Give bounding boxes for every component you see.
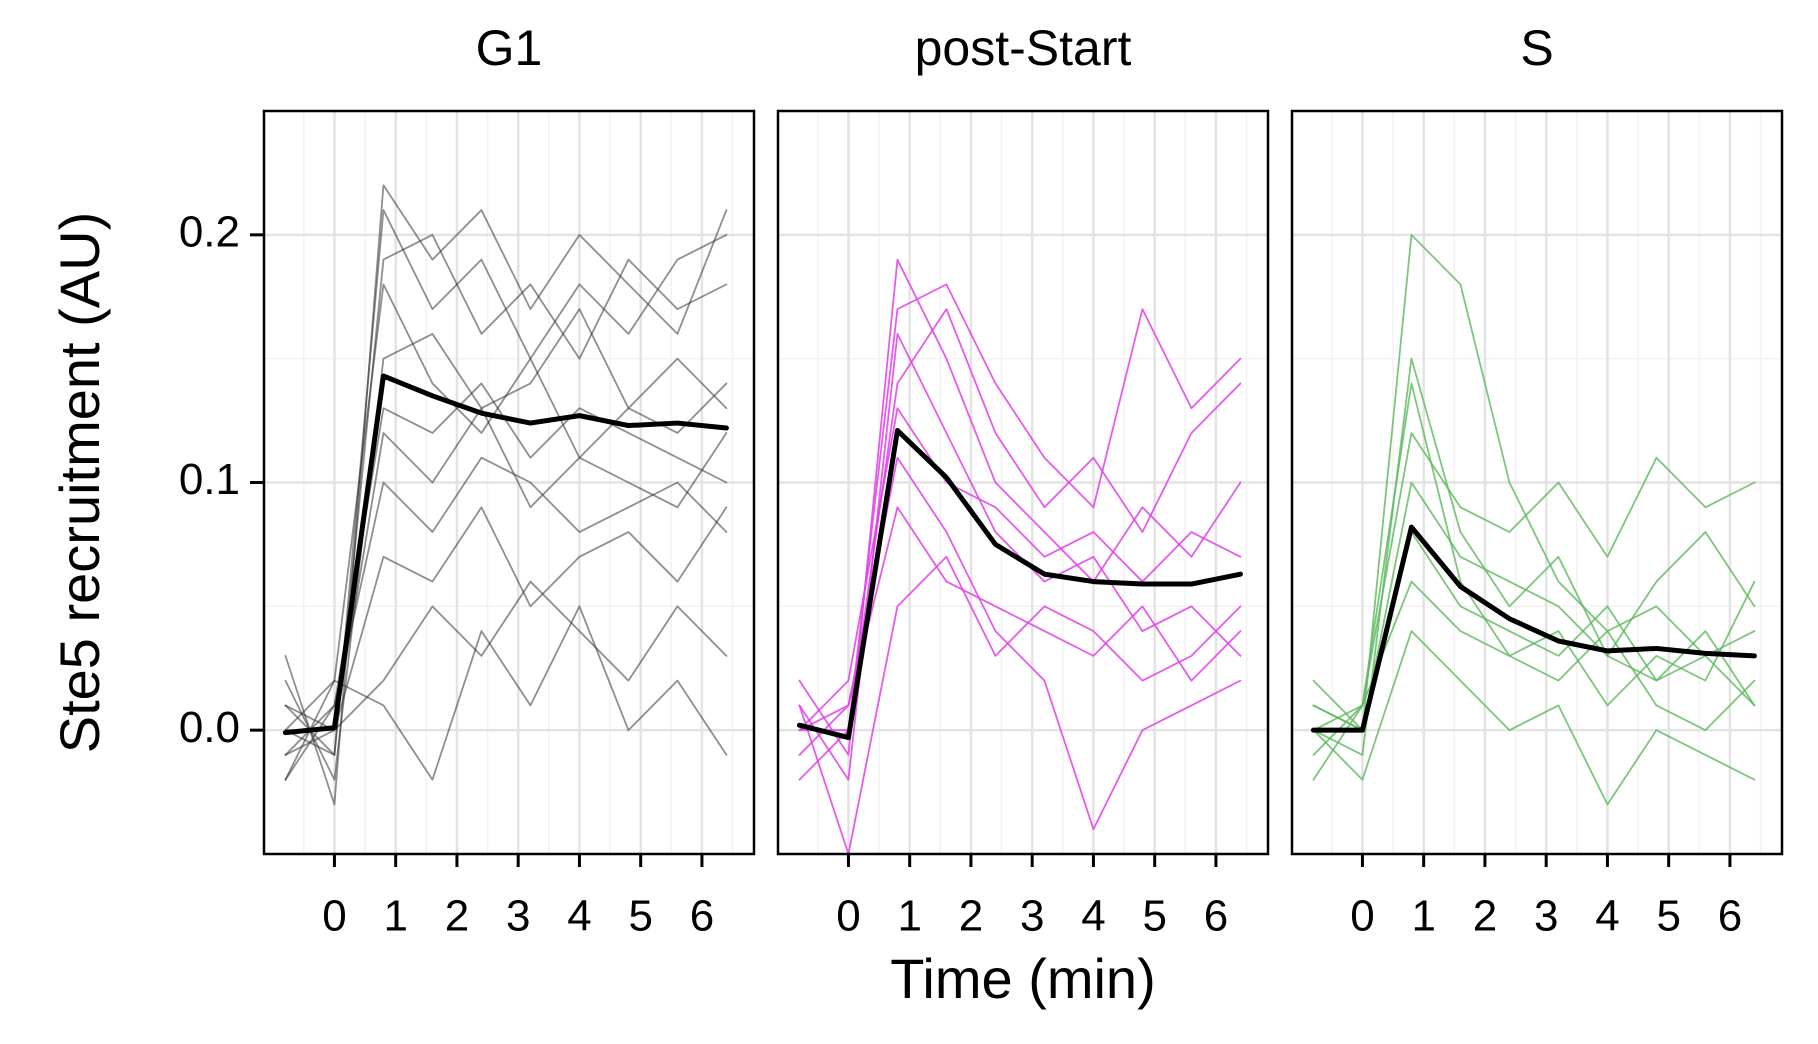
line-series <box>284 184 728 806</box>
x-tick-label: 1 <box>383 892 407 941</box>
plot-area <box>796 258 1243 854</box>
line-series <box>1312 630 1756 806</box>
line-series <box>798 283 1242 781</box>
panel-frame <box>776 109 1270 856</box>
line-series <box>284 456 728 756</box>
x-tick-label: 6 <box>1204 892 1228 941</box>
line-series <box>1312 233 1756 732</box>
x-tick-label: 2 <box>1473 892 1497 941</box>
x-tick-label: 6 <box>1718 892 1742 941</box>
plot-area <box>1310 233 1757 806</box>
panel-title: G1 <box>476 20 543 76</box>
line-series <box>284 506 728 756</box>
y-tick-label: 0.2 <box>179 207 240 256</box>
x-tick-label: 2 <box>959 892 983 941</box>
x-tick-label: 6 <box>690 892 714 941</box>
y-axis-title: Ste5 recruitment (AU) <box>48 212 111 754</box>
x-tick-label: 0 <box>322 892 346 941</box>
line-series <box>284 580 728 732</box>
x-tick-label: 5 <box>1656 892 1680 941</box>
line-series <box>798 555 1242 854</box>
x-axis-title: Time (min) <box>890 947 1155 1010</box>
x-tick-label: 5 <box>1142 892 1166 941</box>
line-series <box>796 427 1243 741</box>
plot-area <box>282 184 729 806</box>
line-series <box>284 605 728 781</box>
y-tick-label: 0.1 <box>179 455 240 504</box>
panel-title: post-Start <box>915 20 1132 76</box>
line-series <box>798 407 1242 732</box>
line-series <box>798 258 1242 756</box>
x-tick-label: 4 <box>1081 892 1105 941</box>
line-series <box>1312 357 1756 756</box>
line-series <box>798 506 1242 756</box>
line-series <box>1312 481 1756 732</box>
line-series <box>284 233 728 756</box>
panel-title: S <box>1520 20 1553 76</box>
x-tick-label: 2 <box>445 892 469 941</box>
x-tick-label: 1 <box>1411 892 1435 941</box>
y-tick-label: 0.0 <box>179 703 240 752</box>
line-series <box>1312 432 1756 781</box>
line-series <box>1312 580 1756 756</box>
x-tick-label: 0 <box>836 892 860 941</box>
line-series <box>282 373 729 736</box>
x-tick-label: 3 <box>1534 892 1558 941</box>
line-series <box>1312 382 1756 732</box>
x-tick-label: 4 <box>567 892 591 941</box>
x-tick-label: 3 <box>1020 892 1044 941</box>
x-tick-label: 3 <box>506 892 530 941</box>
x-tick-label: 1 <box>897 892 921 941</box>
panel-frame <box>1290 109 1784 856</box>
line-series <box>1310 524 1757 733</box>
x-tick-label: 5 <box>628 892 652 941</box>
x-tick-label: 4 <box>1595 892 1619 941</box>
x-tick-label: 0 <box>1350 892 1374 941</box>
